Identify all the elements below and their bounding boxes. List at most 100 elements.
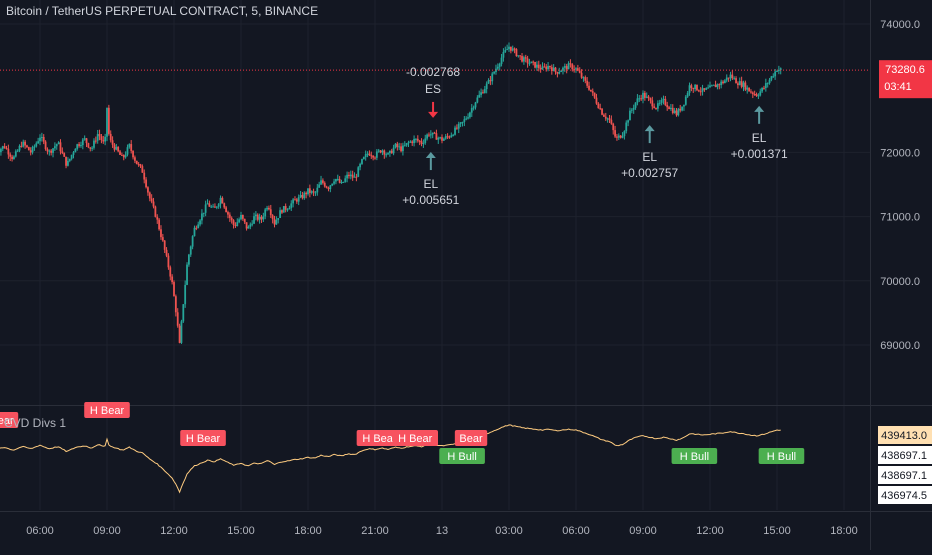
candle-body <box>537 64 540 69</box>
candle-body <box>569 63 572 65</box>
candle-body <box>158 219 161 230</box>
candle-body <box>329 185 332 190</box>
candle-body <box>662 98 665 101</box>
candle-body <box>666 104 669 108</box>
candle-body <box>599 108 602 110</box>
candle-body <box>281 210 283 213</box>
candle-body <box>1 146 4 149</box>
candle-body <box>318 184 321 188</box>
candle-body <box>130 144 133 151</box>
candle-body <box>102 140 105 142</box>
candle-body <box>346 174 348 179</box>
candle-body <box>107 107 110 134</box>
candle-body <box>61 151 64 154</box>
candle-body <box>40 136 43 138</box>
candle-body <box>455 127 458 129</box>
candle-body <box>186 264 188 285</box>
candle-body <box>294 199 296 201</box>
candle-body <box>11 156 13 160</box>
candle-body <box>106 107 108 137</box>
candle-body <box>653 106 656 109</box>
candle-body <box>515 49 518 57</box>
candle-body <box>50 150 53 153</box>
time-tick-label: 03:00 <box>495 525 523 537</box>
candle-body <box>452 134 455 136</box>
candle-body <box>268 207 270 210</box>
candle-body <box>284 206 287 210</box>
divergence-label: H Bull <box>767 451 796 463</box>
candle-body <box>459 122 462 124</box>
candle-body <box>206 203 209 205</box>
candle-body <box>154 206 157 217</box>
time-tick-label: 06:00 <box>26 525 54 537</box>
candle-body <box>686 92 689 97</box>
candle-body <box>409 141 412 143</box>
candle-body <box>31 147 34 153</box>
candle-body <box>625 122 628 132</box>
candle-body <box>72 152 75 155</box>
divergence-label: H Bear <box>398 433 433 445</box>
candle-body <box>502 51 505 58</box>
time-tick-label: 12:00 <box>696 525 724 537</box>
divergence-label: H Bear <box>186 433 221 445</box>
candle-body <box>478 94 481 98</box>
candle-body <box>398 146 401 148</box>
candle-body <box>260 216 263 220</box>
candle-body <box>761 87 764 92</box>
candle-body <box>439 137 442 139</box>
candle-body <box>0 148 2 153</box>
divergence-label-box <box>454 430 488 446</box>
divergence-label: H Bear <box>90 405 125 417</box>
candle-body <box>182 304 185 322</box>
candle-body <box>385 154 388 156</box>
candle-body <box>22 141 25 147</box>
candle-body <box>521 56 523 62</box>
candle-body <box>707 87 710 89</box>
candle-body <box>271 215 274 220</box>
candle-body <box>171 276 174 283</box>
candle-body <box>39 137 41 142</box>
candle-body <box>78 144 80 146</box>
candle-body <box>776 71 778 73</box>
candle-body <box>509 46 512 51</box>
candle-body <box>645 96 648 98</box>
candle-body <box>67 160 69 166</box>
candle-body <box>152 201 155 207</box>
candle-body <box>766 83 769 85</box>
candle-body <box>316 187 319 193</box>
candle-body <box>74 148 77 153</box>
candle-body <box>524 57 527 59</box>
candle-body <box>651 100 654 107</box>
candle-body <box>565 66 568 70</box>
candle-body <box>70 154 73 159</box>
candle-body <box>286 209 289 211</box>
countdown-label: 03:41 <box>884 81 912 93</box>
candle-body <box>372 155 375 158</box>
candle-body <box>541 66 544 70</box>
candle-body <box>450 135 453 138</box>
candle-body <box>526 58 529 64</box>
price-tick-label: 74000.0 <box>880 19 920 31</box>
candle-body <box>735 78 737 84</box>
chart-title: Bitcoin / TetherUS PERPETUAL CONTRACT, 5… <box>6 4 319 18</box>
indicator-price-badge <box>878 466 932 484</box>
candle-body <box>588 85 590 90</box>
candle-body <box>772 76 775 78</box>
candle-body <box>690 85 693 88</box>
candle-body <box>457 123 460 129</box>
candle-body <box>586 80 589 86</box>
candle-body <box>722 81 724 84</box>
candle-body <box>87 143 90 148</box>
candle-body <box>288 207 291 210</box>
candle-body <box>174 296 177 313</box>
candle-body <box>454 127 456 135</box>
candle-body <box>201 213 203 221</box>
candle-body <box>627 120 630 123</box>
candle-body <box>321 180 324 183</box>
candle-body <box>744 82 747 90</box>
candle-body <box>184 284 187 305</box>
candle-body <box>59 142 62 152</box>
candle-body <box>536 64 538 68</box>
candle-body <box>335 179 337 182</box>
divergence-label-box <box>180 430 226 446</box>
